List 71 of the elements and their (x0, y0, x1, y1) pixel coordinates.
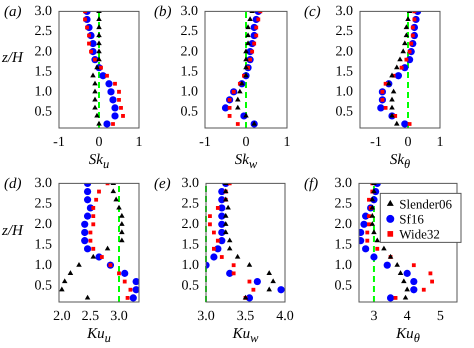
chart-title: (b) (154, 4, 172, 21)
legend-label: Wide32 (399, 226, 440, 242)
x-tick-label: -1 (370, 135, 382, 150)
y-tick-label: 1.0 (180, 84, 198, 100)
x-tick-label: 4 (404, 309, 411, 324)
x-axis-title: Ku$_{θ}$ (396, 326, 420, 346)
y-tick-label: 1.5 (182, 237, 199, 252)
y-tick-label: 2.5 (336, 24, 353, 40)
y-tick-label: 0.5 (334, 278, 352, 294)
y-tick-label: 2.5 (182, 196, 199, 212)
x-axis-title: Ku$_{u}$ (87, 326, 111, 346)
y-tick-label: 2.0 (336, 44, 353, 60)
legend-label: Sf16 (399, 211, 424, 226)
x-tick-label: 0 (404, 135, 412, 150)
y-tick-label: 2.5 (34, 24, 52, 40)
chart-title: (e) (154, 176, 171, 193)
y-tick-label: 1.0 (336, 84, 353, 100)
x-tick-label: 3 (370, 309, 378, 324)
x-tick-label: 3.5 (236, 309, 254, 324)
x-tick-label: 2.0 (53, 309, 71, 324)
y-tick-label: 1.5 (180, 64, 198, 80)
y-tick-label: 3.0 (34, 176, 52, 192)
y-tick-label: 1.0 (34, 84, 52, 100)
y-tick-label: 2.0 (180, 44, 198, 60)
y-tick-label: 2.5 (180, 24, 198, 40)
y-axis-title: z/H (2, 50, 23, 67)
x-tick-label: -1 (53, 135, 65, 150)
y-tick-label: 1.0 (34, 258, 52, 273)
x-tick-label: 1 (136, 135, 142, 150)
y-tick-label: 1.0 (334, 258, 352, 273)
y-tick-label: 3.0 (180, 4, 198, 20)
x-tick-label: 5 (436, 309, 444, 324)
y-tick-label: 3.0 (34, 4, 52, 20)
y-tick-label: 0.5 (182, 278, 199, 294)
x-axis-title: Sk$_{θ}$ (390, 152, 410, 172)
y-tick-label: 2.5 (34, 196, 52, 212)
chart-title: (a) (4, 4, 22, 21)
y-tick-label: 2.0 (334, 216, 352, 232)
chart-title: (f) (304, 176, 318, 193)
x-tick-label: -1 (199, 135, 211, 150)
y-tick-label: 0.5 (336, 104, 353, 120)
x-tick-label: 3.0 (197, 309, 215, 324)
x-tick-label: 4.0 (276, 309, 294, 324)
chart-title: (d) (4, 176, 22, 193)
y-tick-label: 2.5 (334, 196, 352, 212)
x-tick-label: 2.5 (82, 309, 100, 324)
x-axis-title: Sk$_{u}$ (88, 152, 110, 172)
x-tick-label: 1 (436, 135, 444, 150)
y-axis-title: z/H (2, 222, 23, 240)
y-tick-label: 1.5 (336, 64, 353, 80)
x-tick-label: 1 (284, 135, 290, 150)
x-axis-title: Sk$_{w}$ (234, 152, 258, 172)
y-tick-label: 1.5 (334, 237, 352, 252)
legend-label: Slender06 (399, 196, 452, 212)
x-axis-title: Ku$_{w}$ (232, 326, 258, 346)
y-tick-label: 3.0 (336, 4, 353, 20)
x-tick-label: 0 (96, 135, 102, 150)
x-tick-label: 0 (242, 135, 250, 150)
y-tick-label: 1.5 (34, 64, 52, 80)
y-tick-label: 3.0 (334, 176, 352, 192)
chart-title: (c) (304, 4, 321, 21)
y-tick-label: 2.0 (34, 216, 52, 232)
y-tick-label: 3.0 (182, 176, 199, 192)
y-tick-label: 1.5 (34, 237, 52, 252)
y-tick-label: 1.0 (182, 258, 199, 273)
y-tick-label: 2.0 (182, 216, 199, 232)
y-tick-label: 0.5 (180, 104, 198, 120)
x-tick-label: 3.0 (110, 309, 128, 324)
y-tick-label: 0.5 (34, 104, 52, 120)
y-tick-label: 0.5 (34, 278, 52, 294)
y-tick-label: 2.0 (34, 44, 52, 60)
